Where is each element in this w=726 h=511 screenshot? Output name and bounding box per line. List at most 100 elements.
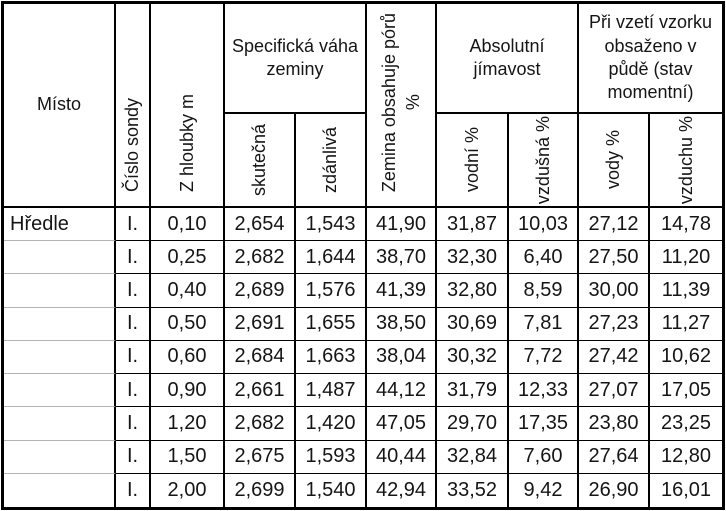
cell-cislo-sondy: I. bbox=[116, 407, 151, 441]
cell-vzduchu: 11,27 bbox=[650, 308, 722, 341]
cell-vodni: 31,79 bbox=[437, 374, 509, 408]
cell-vzdusna: 6,40 bbox=[509, 241, 579, 275]
cell-vody: 27,64 bbox=[579, 440, 650, 474]
cell-misto bbox=[4, 340, 116, 375]
subheader-zdanliva-label: zdánlivá bbox=[320, 126, 340, 194]
cell-zdanliva: 1,576 bbox=[296, 274, 367, 308]
cell-vodni: 29,70 bbox=[437, 407, 509, 441]
cell-zdanliva: 1,540 bbox=[296, 473, 367, 507]
cell-cislo-sondy: I. bbox=[116, 340, 151, 375]
cell-vzdusna: 8,59 bbox=[509, 274, 579, 308]
subheader-vody-label: vody % bbox=[603, 130, 623, 190]
header-misto-label: Místo bbox=[36, 94, 81, 115]
cell-misto bbox=[4, 473, 116, 507]
cell-vzdusna: 9,42 bbox=[509, 473, 579, 507]
header-absolutni-jimavost-line1: Absolutní bbox=[469, 35, 545, 56]
cell-zdanliva: 1,655 bbox=[296, 307, 367, 341]
header-pri-vzeti: Při vzetí vzorku obsaženo v půdě (stav mome… bbox=[579, 4, 722, 114]
cell-zdanliva: 1,644 bbox=[296, 241, 367, 275]
subheader-vodni-label: vodní % bbox=[461, 127, 482, 193]
cell-vzdusna: 7,81 bbox=[509, 307, 579, 341]
cell-vzduchu: 23,25 bbox=[650, 407, 722, 441]
cell-vzduchu: 14,78 bbox=[650, 208, 722, 242]
header-pri-vzeti-line2: obsaženo v bbox=[604, 35, 697, 56]
header-zemina-poru: Zemina obsahuje pórů% bbox=[367, 4, 437, 208]
subheader-zdanliva: zdánlivá bbox=[296, 114, 367, 208]
cell-vzduchu: 10,62 bbox=[650, 341, 722, 375]
cell-zemina-poru: 47,05 bbox=[367, 407, 437, 441]
header-pri-vzeti-line4: momentní) bbox=[607, 82, 694, 103]
cell-zemina-poru: 44,12 bbox=[367, 374, 437, 408]
header-z-hloubky: Z hloubky m bbox=[151, 4, 225, 208]
cell-zemina-poru: 38,04 bbox=[367, 340, 437, 375]
subheader-vzduchu-label: vzduchu % bbox=[675, 115, 696, 205]
cell-cislo-sondy: I. bbox=[116, 307, 151, 341]
cell-cislo-sondy: I. bbox=[116, 440, 151, 474]
cell-vzdusna: 10,03 bbox=[509, 208, 579, 242]
cell-skutecna: 2,684 bbox=[225, 340, 296, 375]
subheader-vzdusna: vzdušná % bbox=[509, 114, 579, 208]
cell-zdanliva: 1,543 bbox=[296, 208, 367, 242]
cell-z-hloubky: 0,60 bbox=[151, 340, 225, 375]
cell-vody: 27,07 bbox=[579, 374, 650, 408]
cell-vodni: 31,87 bbox=[437, 208, 509, 242]
header-zemina-poru-label: Zemina obsahuje pórů% bbox=[377, 13, 425, 192]
subheader-skutecna-label: skutečná bbox=[249, 123, 269, 197]
header-cislo-sondy-label: Číslo sondy bbox=[122, 97, 142, 192]
cell-skutecna: 2,661 bbox=[225, 374, 296, 408]
cell-zdanliva: 1,663 bbox=[296, 340, 367, 375]
subheader-vodni: vodní % bbox=[437, 114, 509, 208]
cell-skutecna: 2,682 bbox=[225, 407, 296, 441]
cell-vodni: 33,52 bbox=[437, 473, 509, 507]
cell-skutecna: 2,689 bbox=[225, 274, 296, 308]
cell-vzduchu: 16,01 bbox=[660, 478, 712, 501]
subheader-vody: vody % bbox=[579, 114, 650, 208]
cell-skutecna: 2,691 bbox=[225, 307, 296, 341]
header-z-hloubky-label: Z hloubky m bbox=[176, 93, 197, 192]
cell-cislo-sondy: I. bbox=[116, 274, 151, 308]
header-absolutni-jimavost-line2: jímavost bbox=[473, 59, 541, 79]
cell-misto: Hředle bbox=[4, 208, 116, 242]
cell-vodni: 30,69 bbox=[437, 307, 509, 341]
cell-vodni: 32,80 bbox=[437, 274, 509, 308]
cell-misto bbox=[4, 407, 116, 441]
cell-cislo-sondy: I. bbox=[116, 473, 151, 507]
cell-vody: 30,00 bbox=[579, 274, 650, 308]
header-specificka-vaha-line2: zeminy bbox=[266, 59, 324, 79]
subheader-vzduchu: vzduchu % bbox=[650, 114, 722, 208]
cell-zemina-poru: 41,90 bbox=[367, 208, 437, 242]
header-misto: Místo bbox=[4, 4, 116, 208]
cell-z-hloubky: 0,25 bbox=[151, 241, 225, 275]
cell-misto bbox=[4, 241, 116, 275]
cell-vodni: 32,30 bbox=[437, 241, 509, 275]
cell-skutecna: 2,675 bbox=[225, 440, 296, 474]
header-cislo-sondy: Číslo sondy bbox=[116, 4, 151, 208]
cell-cislo-sondy: I. bbox=[116, 208, 151, 242]
cell-z-hloubky: 0,40 bbox=[151, 274, 225, 308]
subheader-skutecna: skutečná bbox=[225, 114, 296, 208]
cell-zdanliva: 1,593 bbox=[296, 440, 367, 474]
cell-vzduchu: 12,80 bbox=[650, 441, 722, 474]
header-pri-vzeti-line1: Při vzetí vzorku bbox=[588, 12, 713, 33]
header-specificka-vaha-label: Specifická váha zeminy bbox=[232, 35, 358, 82]
cell-vody: 26,90 bbox=[579, 473, 650, 507]
cell-z-hloubky: 0,10 bbox=[151, 208, 225, 242]
cell-z-hloubky: 0,90 bbox=[151, 374, 225, 408]
header-zemina-poru-line2: % bbox=[403, 94, 423, 111]
header-pri-vzeti-line3: půdě (stav bbox=[608, 59, 693, 79]
cell-vzdusna: 7,72 bbox=[509, 340, 579, 375]
cell-misto bbox=[4, 274, 116, 308]
cell-zemina-poru: 38,70 bbox=[367, 241, 437, 275]
cell-zemina-poru: 38,50 bbox=[367, 307, 437, 341]
header-absolutni-jimavost: Absolutní jímavost bbox=[437, 4, 579, 114]
cell-vzdusna: 12,33 bbox=[509, 374, 579, 408]
cell-misto bbox=[4, 374, 116, 408]
cell-cislo-sondy: I. bbox=[116, 374, 151, 408]
cell-skutecna: 2,699 bbox=[225, 473, 296, 507]
cell-vzduchu: 17,05 bbox=[650, 374, 722, 408]
cell-vodni: 32,84 bbox=[437, 440, 509, 474]
header-pri-vzeti-label: Při vzetí vzorku obsaženo v půdě (stav mome… bbox=[589, 11, 712, 105]
header-absolutni-jimavost-label: Absolutní jímavost bbox=[469, 35, 544, 82]
